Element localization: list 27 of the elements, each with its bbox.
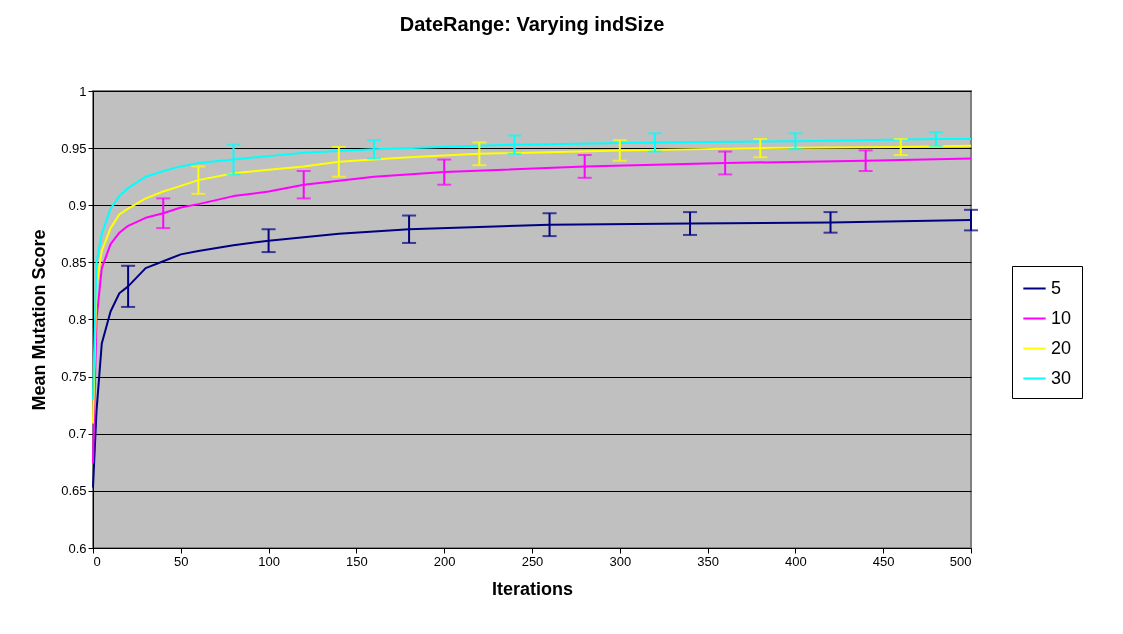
y-tick-label: 0.95	[61, 140, 87, 156]
x-tick-label: 200	[433, 553, 456, 569]
y-tick-label: 0.9	[68, 197, 87, 213]
legend-label: 5	[1051, 277, 1062, 298]
x-tick-label: 150	[346, 553, 368, 569]
x-tick-label: 500	[949, 553, 972, 569]
y-tick-label: 0.7	[68, 426, 87, 442]
x-tick-label: 50	[174, 553, 189, 569]
y-tick-label: 0.8	[68, 312, 87, 327]
x-tick-label: 400	[785, 553, 807, 569]
legend-label: 30	[1051, 367, 1072, 388]
x-axis-title: Iterations	[491, 578, 574, 599]
y-tick-label: 0.6	[68, 540, 87, 556]
x-tick-label: 350	[697, 553, 719, 569]
y-tick-label: 0.65	[61, 483, 87, 499]
x-tick-label: 450	[872, 553, 895, 569]
y-tick-label: 0.75	[61, 369, 87, 385]
chart-title: DateRange: Varying indSize	[399, 13, 665, 35]
x-tick-label: 0	[93, 553, 101, 569]
y-tick-label: 0.85	[61, 254, 87, 270]
legend-label: 20	[1051, 337, 1072, 358]
y-axis-title: Mean Mutation Score	[29, 229, 50, 411]
y-tick-label: 1	[79, 83, 87, 99]
legend-label: 10	[1051, 307, 1072, 328]
x-tick-label: 250	[521, 553, 544, 569]
x-tick-label: 300	[609, 553, 632, 569]
x-tick-label: 100	[258, 553, 280, 569]
